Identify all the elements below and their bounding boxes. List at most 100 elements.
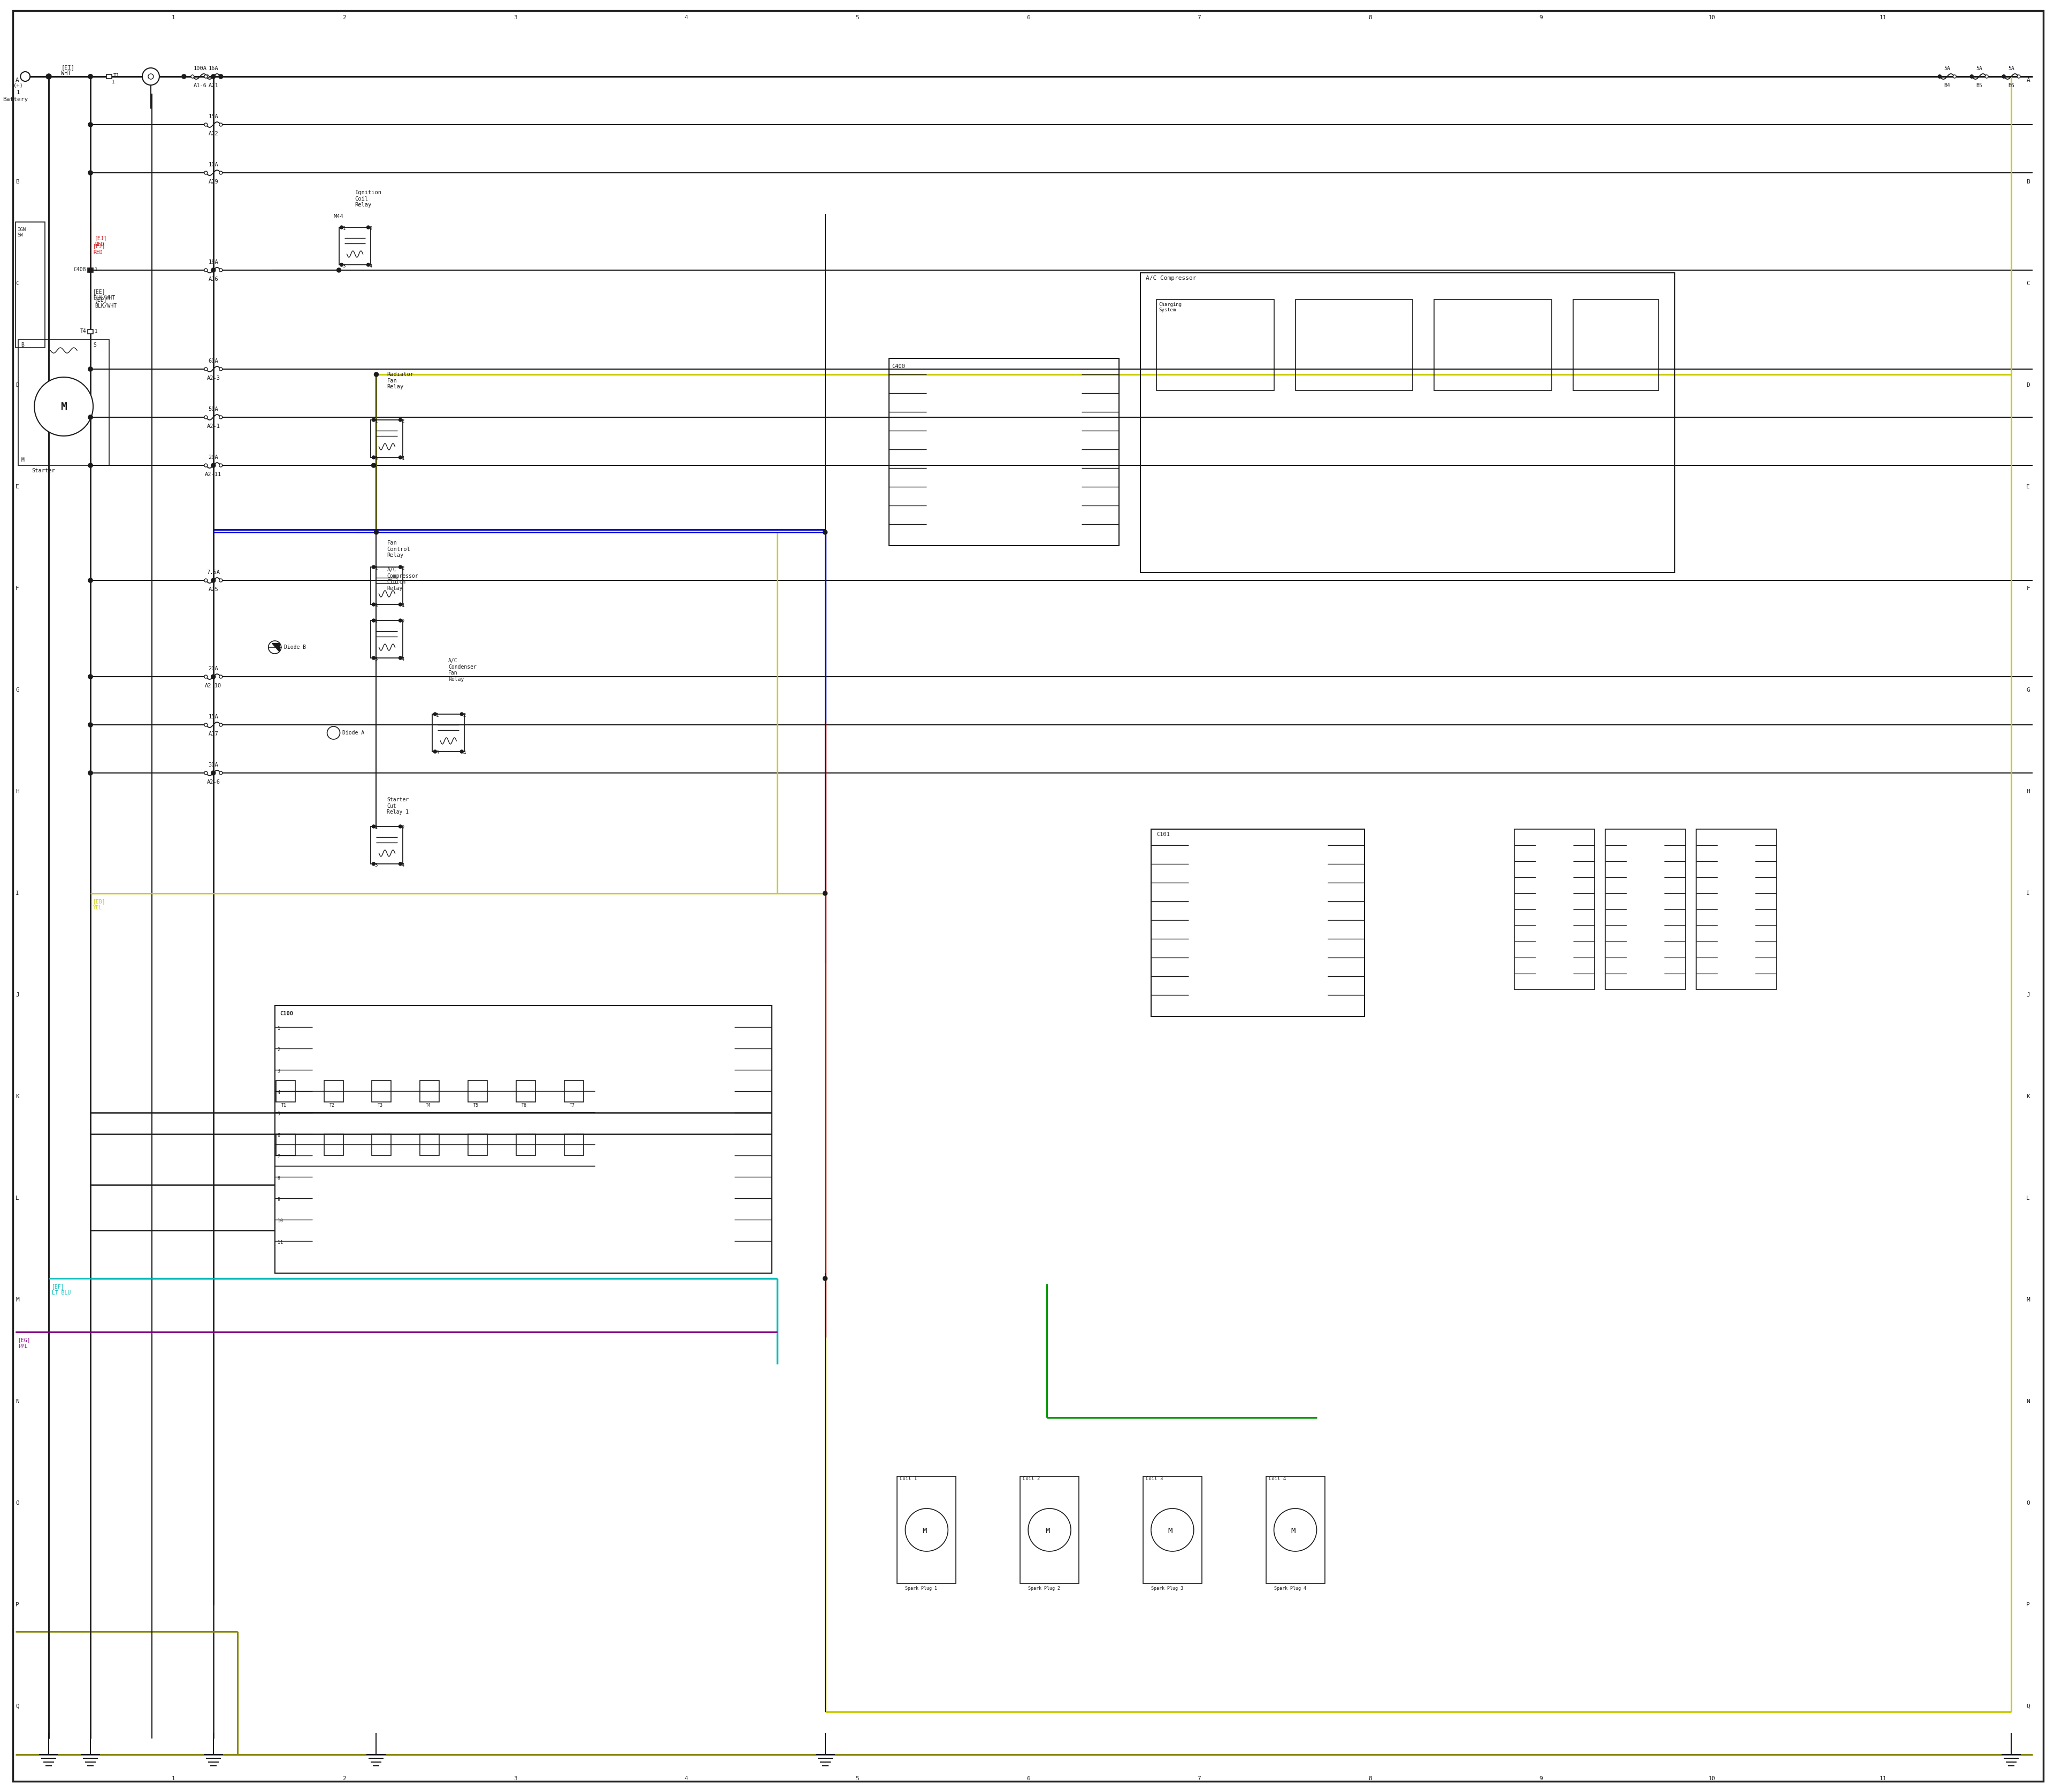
Bar [1142, 1477, 1202, 1584]
Text: 4: 4 [401, 604, 405, 607]
Bar [1021, 1477, 1078, 1584]
Circle shape [205, 75, 210, 79]
Circle shape [220, 172, 222, 174]
Text: [EI]: [EI] [62, 65, 74, 70]
Text: 1: 1 [374, 566, 378, 572]
Text: Diode B: Diode B [283, 645, 306, 650]
Text: 4: 4 [401, 457, 405, 461]
Text: YEL: YEL [92, 905, 103, 910]
Text: 3: 3 [435, 751, 440, 754]
Circle shape [2003, 75, 2005, 79]
Text: 1: 1 [374, 826, 378, 830]
Text: F: F [16, 586, 18, 591]
Circle shape [220, 771, 222, 774]
Text: Starter: Starter [31, 468, 55, 473]
Text: F: F [2027, 586, 2029, 591]
Text: 1: 1 [277, 1027, 279, 1030]
Bar [1697, 830, 1777, 989]
Text: 7: 7 [1197, 14, 1202, 20]
Bar [1434, 299, 1551, 391]
Text: Diode A: Diode A [343, 729, 364, 735]
Circle shape [1953, 75, 1955, 79]
Circle shape [35, 376, 92, 435]
Circle shape [433, 713, 438, 715]
Text: T7: T7 [569, 1104, 575, 1107]
Circle shape [212, 269, 216, 272]
Bar [1150, 830, 1364, 1016]
Text: 10: 10 [277, 1219, 283, 1224]
Text: A/C
Compressor
Clutch
Relay: A/C Compressor Clutch Relay [386, 566, 419, 591]
Circle shape [1939, 75, 1941, 79]
Circle shape [220, 367, 222, 371]
Text: I: I [2027, 891, 2029, 896]
Text: J: J [16, 993, 18, 998]
Text: 7: 7 [277, 1154, 279, 1159]
Text: B4: B4 [1943, 82, 1951, 88]
Text: Coil 2: Coil 2 [1023, 1477, 1039, 1482]
Circle shape [398, 418, 403, 421]
Text: B6: B6 [2009, 82, 2015, 88]
Circle shape [21, 72, 31, 81]
Text: 11: 11 [1879, 14, 1888, 20]
Text: 1: 1 [170, 1776, 175, 1781]
Text: 1: 1 [94, 267, 99, 272]
Text: M: M [1290, 1527, 1296, 1534]
Circle shape [398, 566, 403, 568]
Circle shape [2017, 75, 2021, 79]
Text: J: J [2027, 993, 2029, 998]
Text: WHT: WHT [62, 70, 72, 75]
Text: 1: 1 [374, 620, 378, 624]
Bar [372, 620, 403, 658]
Circle shape [1984, 75, 1988, 79]
Text: 4: 4 [370, 263, 372, 269]
Circle shape [1939, 75, 1941, 79]
Text: A1-6: A1-6 [193, 82, 207, 88]
Circle shape [824, 530, 828, 534]
Text: 5: 5 [854, 1776, 859, 1781]
Circle shape [220, 124, 222, 125]
Circle shape [88, 771, 92, 776]
Bar [16, 222, 45, 348]
Text: A2-10: A2-10 [205, 683, 222, 688]
Text: 15A: 15A [207, 115, 218, 120]
Text: L: L [16, 1195, 18, 1201]
Text: M: M [922, 1527, 926, 1534]
Bar [468, 1081, 487, 1102]
Text: Starter
Cut
Relay 1: Starter Cut Relay 1 [386, 797, 409, 815]
Text: 7.5A: 7.5A [207, 570, 220, 575]
Circle shape [88, 269, 92, 272]
Text: M: M [60, 401, 68, 412]
Circle shape [203, 367, 207, 371]
Circle shape [398, 618, 403, 622]
Circle shape [203, 579, 207, 582]
Circle shape [148, 73, 154, 79]
Circle shape [88, 122, 92, 127]
Circle shape [372, 824, 376, 828]
Circle shape [88, 416, 92, 419]
Circle shape [88, 722, 92, 728]
Bar [372, 1081, 390, 1102]
Circle shape [88, 73, 92, 79]
Bar [372, 419, 403, 457]
Circle shape [88, 170, 92, 176]
Bar [898, 1477, 955, 1584]
Circle shape [398, 656, 403, 659]
Polygon shape [271, 643, 279, 652]
Text: C408: C408 [74, 267, 86, 272]
Text: [EG]: [EG] [18, 1337, 31, 1342]
Bar [1514, 830, 1594, 989]
Bar [565, 1081, 583, 1102]
Bar [889, 358, 1119, 545]
Text: A2-11: A2-11 [205, 471, 222, 477]
Text: P: P [2027, 1602, 2029, 1607]
Text: Battery: Battery [2, 97, 29, 102]
Text: [EE]: [EE] [92, 289, 105, 294]
Text: 2: 2 [343, 1776, 345, 1781]
Circle shape [220, 269, 222, 272]
Text: 3: 3 [374, 457, 378, 461]
Text: A21: A21 [207, 82, 218, 88]
Text: O: O [2027, 1500, 2029, 1505]
Bar [1573, 299, 1660, 391]
Text: T1: T1 [113, 73, 119, 79]
Circle shape [368, 226, 370, 229]
